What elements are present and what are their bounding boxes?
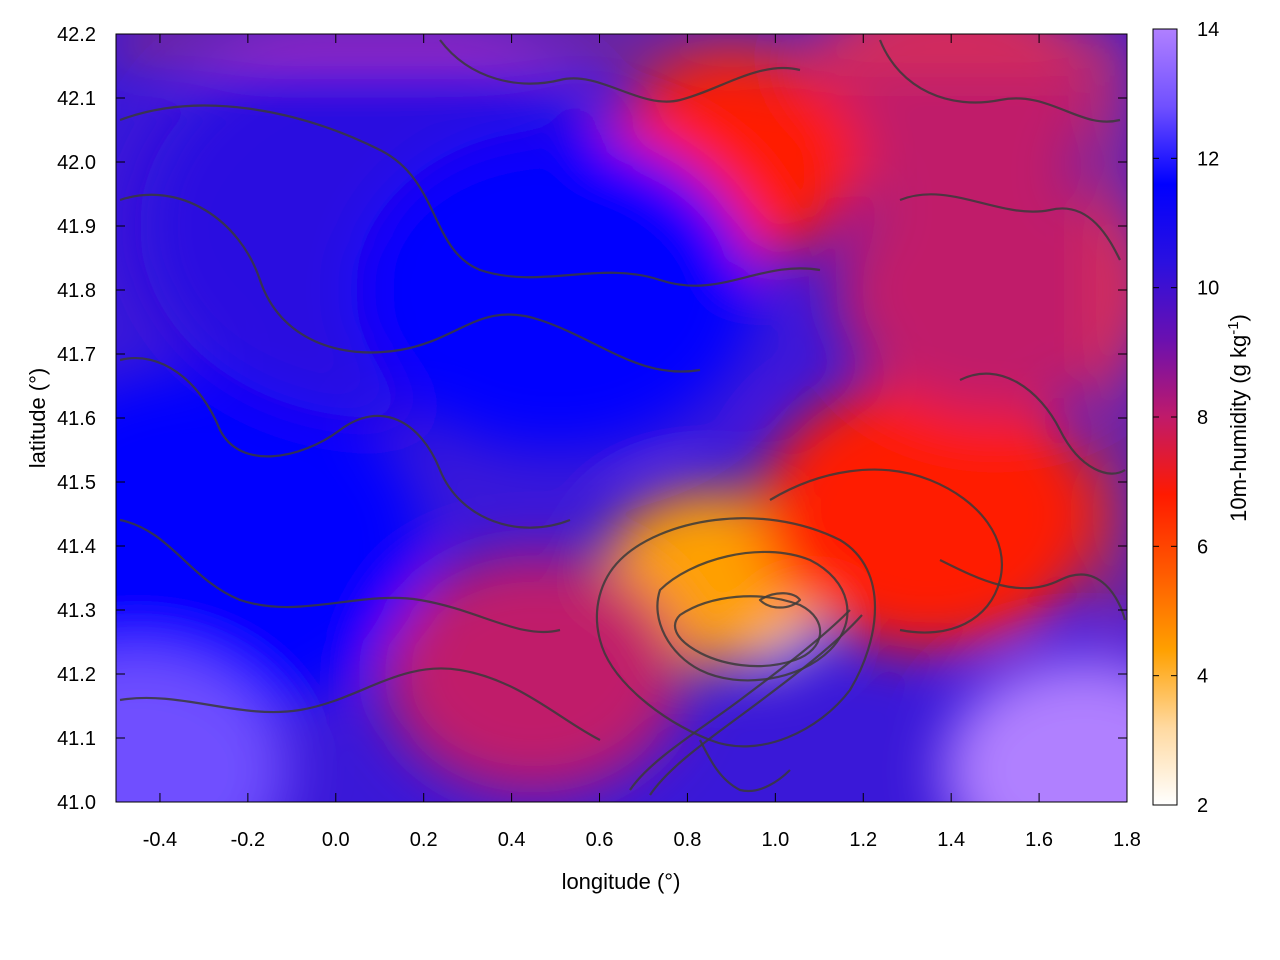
x-tick-label: 1.2 (849, 829, 877, 851)
x-tick-label: 0.4 (498, 829, 526, 851)
colorbar-tick-label: 10 (1197, 278, 1219, 300)
x-tick-label: 1.4 (937, 829, 965, 851)
x-tick-label: 0.6 (586, 829, 614, 851)
contour-line (595, 517, 877, 748)
contour-line (878, 39, 1121, 123)
colorbar-tick-label: 4 (1197, 666, 1208, 688)
x-tick-label: 1.8 (1113, 829, 1141, 851)
x-tick-label: 0.8 (674, 829, 702, 851)
field-edge (1110, 34, 1127, 634)
y-tick-label: 41.6 (57, 408, 96, 430)
terrain-contours (119, 39, 1127, 796)
colorbar-label-superscript: -1 (1225, 321, 1242, 334)
contour-line (699, 739, 791, 793)
x-tick-label: -0.4 (143, 829, 177, 851)
colorbar-tick-label: 12 (1197, 148, 1219, 170)
heatmap-area (116, 34, 1127, 802)
x-tick-label: 0.0 (322, 829, 350, 851)
contour-line (899, 193, 1121, 261)
y-axis-label: latitude (°) (25, 368, 50, 469)
colorbar-label-main: 10m-humidity (g kg (1226, 335, 1251, 522)
contour-line (769, 468, 1003, 634)
humidity-blob (943, 658, 1127, 802)
y-tick-label: 41.2 (57, 664, 96, 686)
y-tick-label: 41.0 (57, 792, 96, 814)
y-axis: 41.0 41.1 41.2 41.3 41.4 41.5 41.6 41.7 41.8 41.9… (57, 24, 1127, 814)
x-axis: -0.4 -0.2 0.0 0.2 0.4 0.6 0.8 1.0 1.2 1.4 1.6 1.8 (143, 34, 1141, 851)
contour-line (649, 614, 863, 796)
contour-line (119, 357, 571, 529)
contour-line (119, 104, 821, 287)
x-tick-label: 1.0 (761, 829, 789, 851)
colorbar-tick-label: 6 (1197, 536, 1208, 558)
humidity-field (116, 34, 1127, 802)
humidity-blob (116, 650, 288, 802)
humidity-blob (116, 370, 424, 722)
contour-line (939, 559, 1127, 621)
y-tick-label: 41.9 (57, 216, 96, 238)
y-tick-label: 42.0 (57, 152, 96, 174)
x-tick-label: -0.2 (231, 829, 265, 851)
contour-line (439, 39, 801, 103)
y-tick-label: 41.3 (57, 600, 96, 622)
y-tick-label: 41.4 (57, 536, 96, 558)
y-tick-label: 41.7 (57, 344, 96, 366)
humidity-blob (801, 34, 1102, 218)
humidity-blob (355, 130, 756, 450)
x-tick-label: 0.2 (410, 829, 438, 851)
contour-line (959, 372, 1126, 475)
colorbar-label-end: ) (1226, 314, 1251, 321)
contour-line (673, 595, 822, 668)
y-tick-label: 42.1 (57, 88, 96, 110)
contour-line (119, 667, 601, 741)
colorbar-label: 10m-humidity (g kg-1) (1225, 314, 1251, 522)
y-tick-label: 41.8 (57, 280, 96, 302)
colorbar-ticks: 2 4 6 8 10 12 14 (1153, 19, 1219, 817)
contour-line (119, 193, 701, 373)
colorbar-tick-label: 8 (1197, 407, 1208, 429)
contour-line (629, 609, 851, 791)
x-axis-label: longitude (°) (562, 869, 681, 894)
humidity-blob (759, 378, 1100, 650)
humidity-blob (835, 162, 1127, 418)
colorbar-tick-label: 2 (1197, 795, 1208, 817)
y-tick-label: 41.5 (57, 472, 96, 494)
humidity-blob (383, 554, 684, 794)
colorbar-tick-label: 14 (1197, 19, 1219, 41)
contour-line (119, 518, 561, 634)
x-tick-label: 1.6 (1025, 829, 1053, 851)
contour-line (758, 592, 802, 609)
colorbar: 2 4 6 8 10 12 14 (1152, 19, 1219, 817)
contour-line (656, 550, 849, 682)
y-tick-label: 41.1 (57, 728, 96, 750)
y-tick-label: 42.2 (57, 24, 96, 46)
field-edge (116, 34, 1127, 50)
